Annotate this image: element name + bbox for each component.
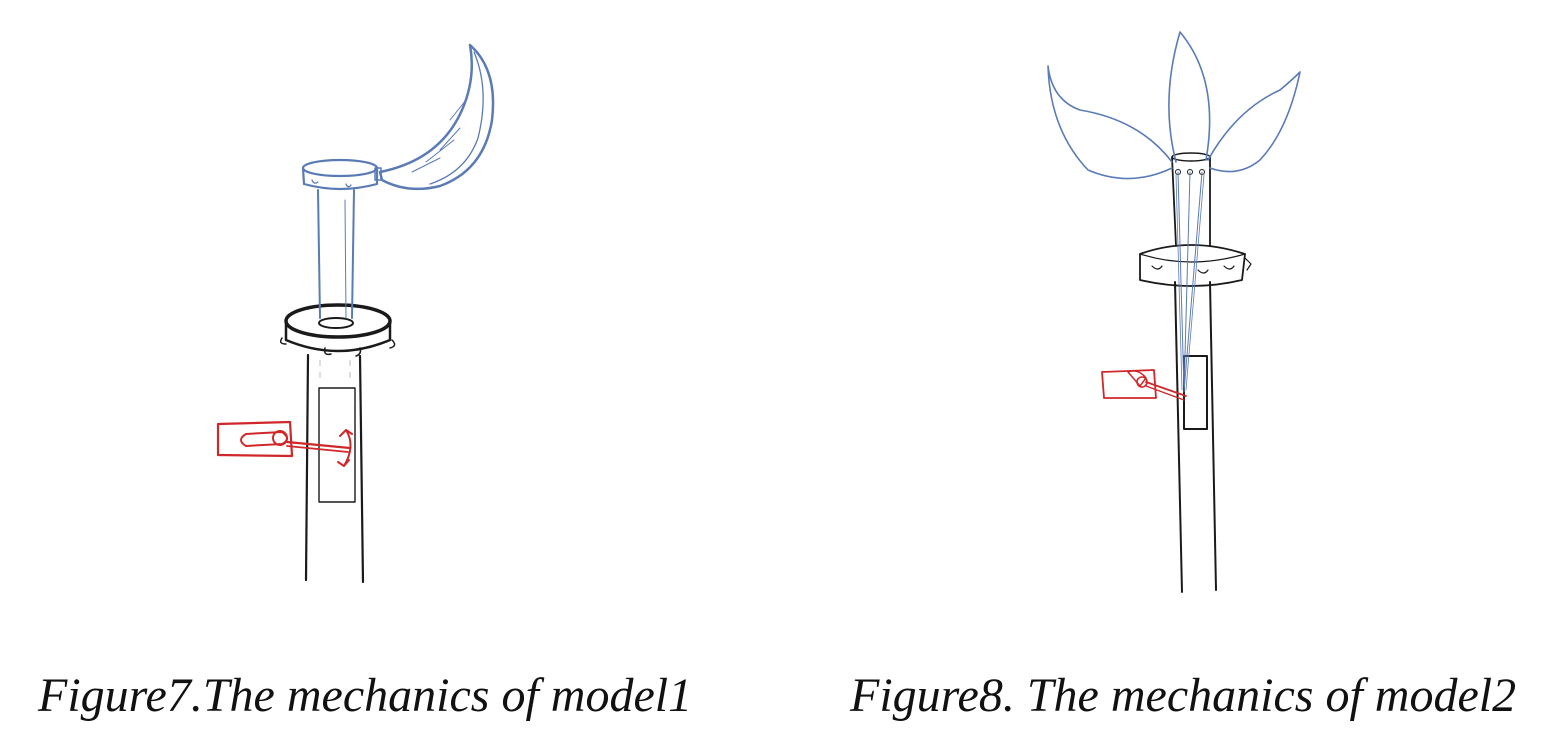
model1-sketch [216,43,495,584]
model2-sketch [1047,31,1301,593]
model2-pole [1174,281,1217,593]
model2-upper-tube [1171,152,1211,247]
model1-upper-shaft [317,189,355,319]
model2-servo-motor [1101,369,1187,401]
model1-pole [304,353,365,584]
model2-linkage-strings [1175,171,1205,393]
crescent-petal-icon [378,43,495,191]
model2-ring-collar [1139,244,1252,287]
figure8-caption: Figure8. The mechanics of model2 [850,669,1517,722]
three-petal-flower-icon [1047,31,1301,180]
figure-8-panel: Figure8. The mechanics of model2 [780,0,1567,738]
figure-7-panel: Figure7.The mechanics of model1 [0,0,780,738]
model1-servo-motor [216,420,353,467]
model1-top-collar [301,158,382,191]
figure7-caption: Figure7.The mechanics of model1 [38,669,693,722]
model1-ring-collar [279,303,396,357]
model2-slot-window [1183,355,1208,430]
